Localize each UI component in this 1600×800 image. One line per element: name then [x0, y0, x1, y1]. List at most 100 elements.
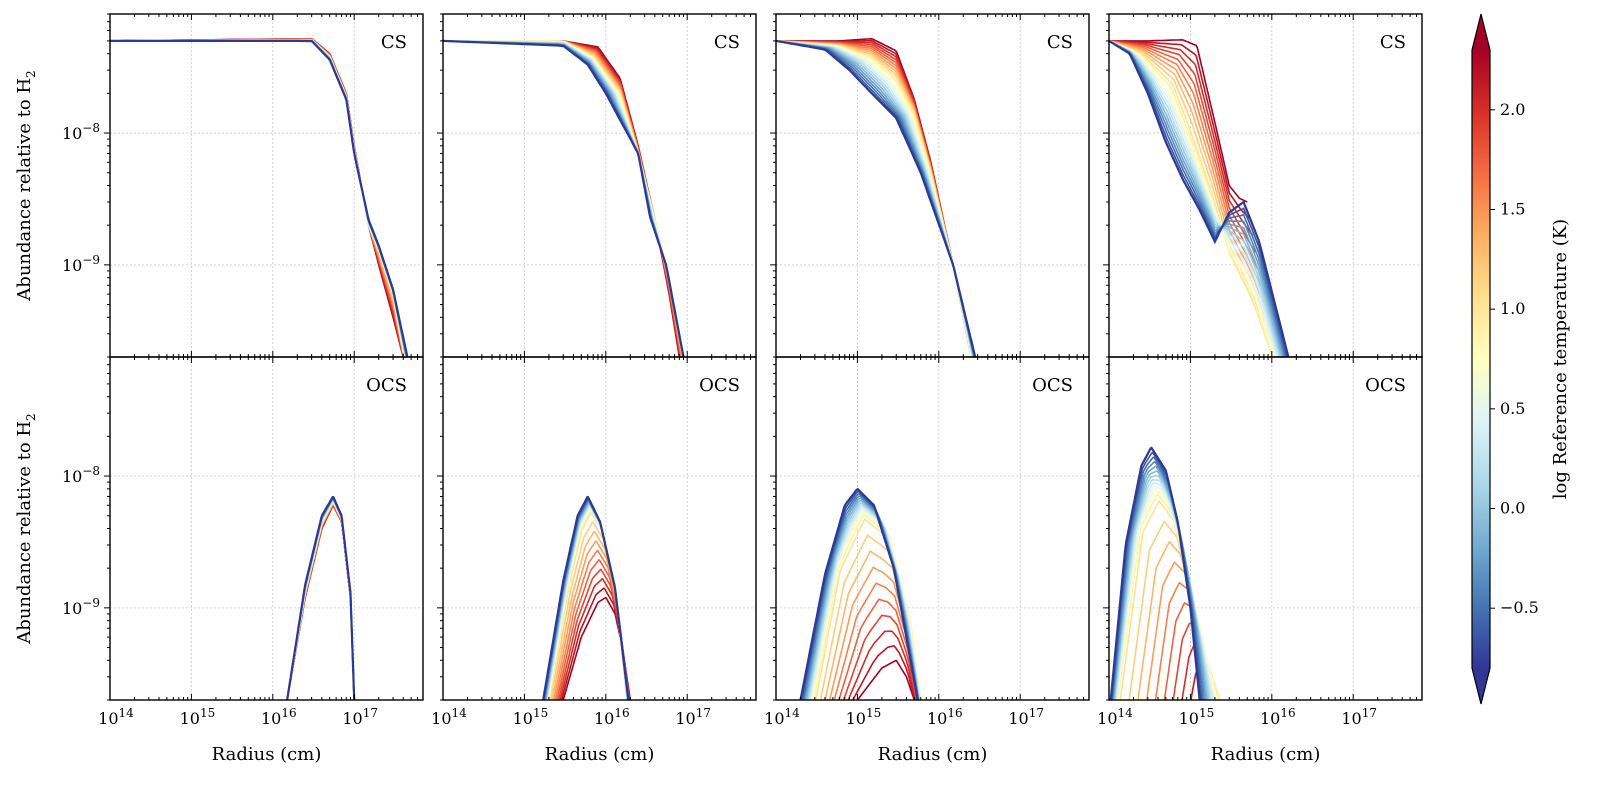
curve-logT--0.80 [799, 487, 919, 700]
curve-logT-1.45 [1109, 40, 1264, 304]
x-tick-label: 1015 [180, 706, 216, 728]
panel-bottom-2: OCS 1014 1015 1016 1017 Radius (cm) [431, 356, 757, 765]
curve-family [443, 39, 685, 357]
species-label: CS [714, 32, 740, 53]
curve-logT--0.38 [776, 40, 976, 357]
y-tick-label: 10−9 [62, 253, 100, 275]
curve-family [1109, 38, 1290, 357]
curve-logT-1.88 [842, 614, 918, 700]
curve-logT-0.61 [110, 39, 405, 353]
curve-logT--0.80 [776, 39, 977, 357]
curve-family [286, 496, 356, 700]
curve-logT--0.38 [1109, 40, 1286, 357]
curve-logT-1.60 [110, 38, 404, 355]
species-label: OCS [699, 375, 740, 396]
curve-logT-0.89 [1109, 40, 1274, 357]
species-label: OCS [1365, 375, 1406, 396]
curve-logT-1.74 [110, 38, 404, 355]
colorbar-label: log Reference temperature (K) [1550, 219, 1571, 499]
y-axis-label: Abundance relative to H2 [14, 413, 38, 644]
x-tick-label: 1015 [1179, 706, 1215, 728]
curve-logT-2.30 [1109, 38, 1248, 203]
x-tick-label: 1016 [927, 706, 963, 728]
panel-top-1: CS 10−8 10−9 Abundance relative to H2 [14, 13, 424, 358]
panel-top-2: CS [437, 13, 757, 358]
panel-bottom-4: OCS 1014 1015 1016 1017 Radius (cm) [1097, 356, 1423, 765]
x-tick-label: 1017 [342, 706, 378, 728]
colorbar-tick-label: 2.0 [1500, 100, 1525, 119]
x-tick-label: 1017 [675, 706, 711, 728]
curve-logT-0.19 [1109, 40, 1281, 357]
curve-logT-2.16 [443, 40, 681, 357]
curve-logT-0.61 [1109, 40, 1277, 357]
colorbar-tick-label: 0.5 [1500, 399, 1525, 418]
curve-logT-0.05 [1109, 40, 1282, 357]
curve-logT-0.19 [776, 40, 974, 357]
curve-logT-2.16 [110, 38, 404, 357]
axes-frame [109, 356, 424, 701]
curve-logT-0.89 [110, 39, 405, 353]
x-tick-label: 1016 [261, 706, 297, 728]
x-tick-label: 1017 [1008, 706, 1044, 728]
curve-logT-0.33 [110, 39, 406, 354]
x-tick-label: 1016 [594, 706, 630, 728]
curve-logT-1.17 [110, 38, 404, 353]
curve-logT-1.74 [443, 40, 682, 357]
x-tick-label: 1015 [846, 706, 882, 728]
curve-family [110, 38, 409, 357]
colorbar-outline [1471, 13, 1491, 705]
curve-logT-0.75 [110, 39, 405, 353]
curve-family [542, 495, 632, 700]
curve-logT-0.75 [1109, 40, 1275, 357]
curve-family [1109, 446, 1221, 700]
curve-family [776, 37, 977, 357]
x-axis-label: Radius (cm) [545, 744, 655, 765]
y-tick-label: 10−9 [62, 596, 100, 618]
panel-top-4: CS [1103, 13, 1423, 358]
curve-logT-1.31 [110, 38, 404, 354]
curve-logT-0.47 [1109, 40, 1278, 357]
species-label: OCS [1032, 375, 1073, 396]
y-tick-label: 10−8 [62, 121, 100, 143]
curve-logT--0.80 [542, 495, 630, 700]
curve-logT-2.02 [847, 630, 917, 700]
curve-logT-0.33 [1109, 40, 1279, 357]
curve-logT--0.80 [110, 39, 409, 357]
curve-logT-1.88 [110, 38, 404, 356]
curve-logT-2.30 [443, 40, 681, 357]
panel-bottom-1: OCS 10−8 10−9 Abundance relative to H2 1014 1… [14, 356, 424, 765]
colorbar-tick-label: 1.5 [1500, 199, 1525, 218]
colorbar-tick-label: 0.0 [1500, 499, 1525, 518]
curve-logT--0.52 [110, 39, 408, 357]
curve-logT-0.33 [776, 40, 974, 357]
curve-logT-0.05 [110, 39, 407, 355]
curve-logT-2.30 [856, 659, 916, 700]
curve-logT--0.80 [286, 496, 356, 700]
colorbar-tick-label: −0.5 [1500, 598, 1539, 617]
x-tick-label: 1016 [1260, 706, 1296, 728]
curve-logT--0.66 [110, 40, 408, 357]
curve-logT-1.60 [1109, 40, 1262, 287]
axes-frame [1108, 356, 1423, 701]
curve-logT--0.24 [110, 39, 407, 356]
species-label: CS [1047, 32, 1073, 53]
curve-logT--0.80 [1109, 39, 1290, 357]
species-label: CS [1380, 32, 1406, 53]
x-tick-label: 1014 [431, 706, 467, 728]
curve-logT--0.52 [1109, 40, 1287, 357]
curve-logT--0.10 [776, 40, 975, 357]
curve-logT-0.47 [110, 39, 406, 354]
species-label: OCS [366, 375, 407, 396]
curve-logT--0.80 [1109, 446, 1201, 700]
curve-logT-2.02 [1109, 40, 1254, 237]
curve-logT-2.02 [443, 40, 681, 357]
curve-logT-2.16 [1109, 40, 1251, 220]
curve-logT--0.24 [1109, 40, 1284, 357]
curve-logT--0.80 [443, 39, 685, 357]
x-tick-label: 1014 [1097, 706, 1133, 728]
curve-logT--0.10 [1109, 40, 1283, 357]
curve-logT--0.38 [110, 39, 408, 356]
x-axis-label: Radius (cm) [212, 744, 322, 765]
